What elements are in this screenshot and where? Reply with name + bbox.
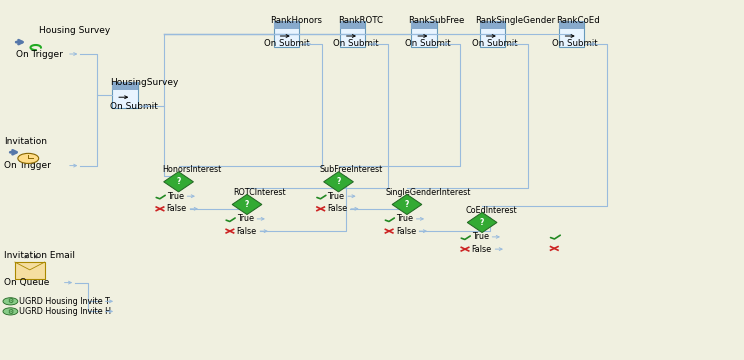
Text: SingleGenderInterest: SingleGenderInterest <box>385 188 471 197</box>
Text: ROTCInterest: ROTCInterest <box>233 188 286 197</box>
FancyBboxPatch shape <box>274 21 299 47</box>
FancyBboxPatch shape <box>15 262 45 279</box>
Text: HousingSurvey: HousingSurvey <box>110 78 179 87</box>
Text: CoEdInterest: CoEdInterest <box>466 206 517 215</box>
Polygon shape <box>232 194 262 215</box>
FancyBboxPatch shape <box>480 21 505 47</box>
Text: False: False <box>472 245 492 253</box>
Text: On Submit: On Submit <box>264 40 310 49</box>
Text: On Submit: On Submit <box>333 40 379 49</box>
Text: False: False <box>396 227 416 236</box>
Text: False: False <box>327 204 347 213</box>
Circle shape <box>3 308 18 315</box>
Text: On Submit: On Submit <box>552 40 597 49</box>
FancyBboxPatch shape <box>411 21 437 29</box>
Polygon shape <box>164 172 193 192</box>
FancyBboxPatch shape <box>340 21 365 47</box>
Text: On Submit: On Submit <box>472 40 517 49</box>
Text: On Submit: On Submit <box>405 40 450 49</box>
Text: ⚙: ⚙ <box>7 309 13 314</box>
Text: True: True <box>327 192 344 201</box>
Polygon shape <box>392 194 422 215</box>
Text: Invitation: Invitation <box>4 137 48 146</box>
Text: ?: ? <box>176 177 181 186</box>
Text: RankHonors: RankHonors <box>270 16 322 25</box>
Polygon shape <box>467 212 497 233</box>
FancyBboxPatch shape <box>274 21 299 29</box>
FancyBboxPatch shape <box>559 21 584 29</box>
Text: Housing Survey: Housing Survey <box>39 26 110 35</box>
Text: False: False <box>167 204 187 213</box>
Text: True: True <box>237 215 254 223</box>
Text: False: False <box>237 227 257 236</box>
Text: RankCoEd: RankCoEd <box>557 16 600 25</box>
FancyBboxPatch shape <box>411 21 437 47</box>
Text: UGRD Housing Invite T: UGRD Housing Invite T <box>19 297 110 306</box>
Text: ⚙: ⚙ <box>7 298 13 304</box>
Text: Invitation Email: Invitation Email <box>4 251 75 260</box>
Text: ?: ? <box>245 200 249 209</box>
Text: RankSingleGender: RankSingleGender <box>475 16 555 25</box>
Text: RankROTC: RankROTC <box>339 16 383 25</box>
Text: On Trigger: On Trigger <box>16 50 63 59</box>
Text: ?: ? <box>336 177 341 186</box>
Polygon shape <box>324 172 353 192</box>
FancyBboxPatch shape <box>112 82 138 108</box>
Text: True: True <box>472 233 489 242</box>
Text: ?: ? <box>405 200 409 209</box>
Text: On Submit: On Submit <box>110 102 158 111</box>
FancyBboxPatch shape <box>480 21 505 29</box>
FancyBboxPatch shape <box>340 21 365 29</box>
Text: True: True <box>396 215 413 223</box>
Text: True: True <box>167 192 184 201</box>
Text: SubFreeInterest: SubFreeInterest <box>320 165 383 174</box>
Text: RankSubFree: RankSubFree <box>408 16 464 25</box>
FancyBboxPatch shape <box>112 82 138 90</box>
Text: UGRD Housing Invite H: UGRD Housing Invite H <box>19 307 112 316</box>
Text: On Queue: On Queue <box>4 278 50 287</box>
FancyBboxPatch shape <box>559 21 584 47</box>
Text: On Trigger: On Trigger <box>4 161 51 170</box>
Circle shape <box>3 298 18 305</box>
Circle shape <box>18 153 39 163</box>
Text: HonorsInterest: HonorsInterest <box>162 165 222 174</box>
Text: ?: ? <box>480 218 484 227</box>
